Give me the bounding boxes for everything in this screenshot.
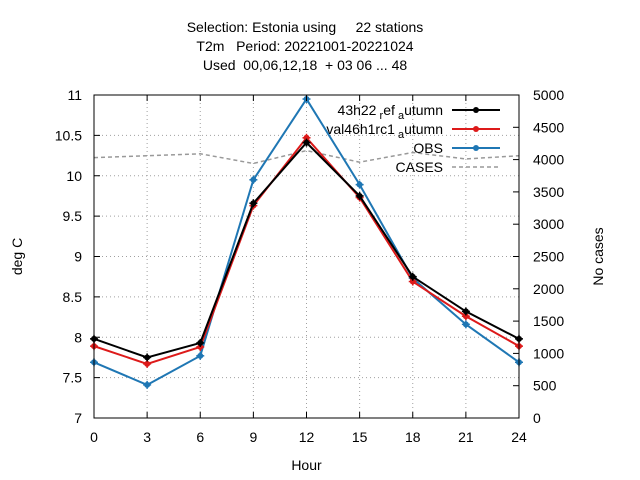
y2-tick-label: 1000: [533, 345, 564, 361]
chart-title-line-3: Used 00,06,12,18 + 03 06 ... 48: [202, 57, 408, 73]
data-point-obs: [249, 175, 258, 184]
y2-tick-label: 1500: [533, 313, 564, 329]
chart-title-line-1: Selection: Estonia using 22 stations: [186, 19, 424, 35]
y-tick-label: 7: [74, 410, 82, 426]
y2-tick-label: 3000: [533, 216, 564, 232]
data-point-obs: [143, 380, 152, 389]
data-point-43h22_ref_autumn: [408, 272, 417, 281]
y2-tick-label: 3500: [533, 184, 564, 200]
data-point-obs: [196, 351, 205, 360]
data-point-43h22_ref_autumn: [249, 199, 258, 208]
chart-title-line-2: T2m Period: 20221001-20221024: [196, 38, 414, 54]
legend-marker-val46h1rc1_autumn: [473, 126, 479, 132]
y2-tick-label: 2000: [533, 281, 564, 297]
x-tick-label: 24: [511, 429, 527, 445]
legend-marker-43h22_ref_autumn: [473, 107, 479, 113]
y2-axis-label: No cases: [590, 227, 606, 285]
x-tick-label: 0: [90, 429, 98, 445]
legend-label-val46h1rc1_autumn: val46h1rc1 autumn: [326, 121, 443, 141]
data-point-43h22_ref_autumn: [196, 338, 205, 347]
data-point-obs: [355, 180, 364, 189]
y-tick-label: 10.5: [55, 127, 82, 143]
x-tick-label: 15: [352, 429, 368, 445]
data-point-43h22_ref_autumn: [355, 191, 364, 200]
data-point-43h22_ref_autumn: [143, 353, 152, 362]
y2-tick-label: 0: [533, 410, 541, 426]
legend-marker-obs: [473, 145, 479, 151]
data-point-43h22_ref_autumn: [461, 307, 470, 316]
y-tick-label: 7.5: [63, 370, 83, 386]
series-layer: [90, 95, 523, 389]
y-tick-label: 8.5: [63, 289, 83, 305]
y2-tick-label: 4000: [533, 152, 564, 168]
data-point-obs: [461, 320, 470, 329]
axis-ticks: 0 3 6 9 12 15 18 21 24 7 7.5 8 8.5 9 9.5 10 10.5 11 0 500 10…: [55, 87, 565, 445]
y-tick-label: 9.5: [63, 208, 83, 224]
y2-tick-label: 500: [533, 378, 557, 394]
y2-tick-label: 5000: [533, 87, 564, 103]
y2-tick-label: 4500: [533, 119, 564, 135]
y-tick-label: 9: [74, 249, 82, 265]
x-tick-label: 3: [143, 429, 151, 445]
data-point-val46h1rc1_autumn: [408, 277, 417, 286]
legend-label-43h22_ref_autumn: 43h22 ref autumn: [338, 102, 443, 122]
legend-label-cases: CASES: [396, 159, 443, 175]
y-tick-label: 8: [74, 329, 82, 345]
legend-label-obs: OBS: [413, 140, 443, 156]
series-line-43h22_ref_autumn: [93, 141, 520, 359]
x-tick-label: 9: [249, 429, 257, 445]
data-point-43h22_ref_autumn: [302, 138, 311, 147]
x-tick-label: 21: [458, 429, 474, 445]
series-line-cases: [93, 149, 520, 165]
y-tick-label: 11: [67, 87, 82, 103]
y-tick-label: 10: [66, 168, 82, 184]
x-tick-label: 18: [405, 429, 421, 445]
x-tick-label: 12: [299, 429, 315, 445]
y2-tick-label: 2500: [533, 249, 564, 265]
x-tick-label: 6: [196, 429, 204, 445]
y-axis-label: deg C: [9, 238, 25, 275]
x-axis-label: Hour: [291, 457, 322, 473]
